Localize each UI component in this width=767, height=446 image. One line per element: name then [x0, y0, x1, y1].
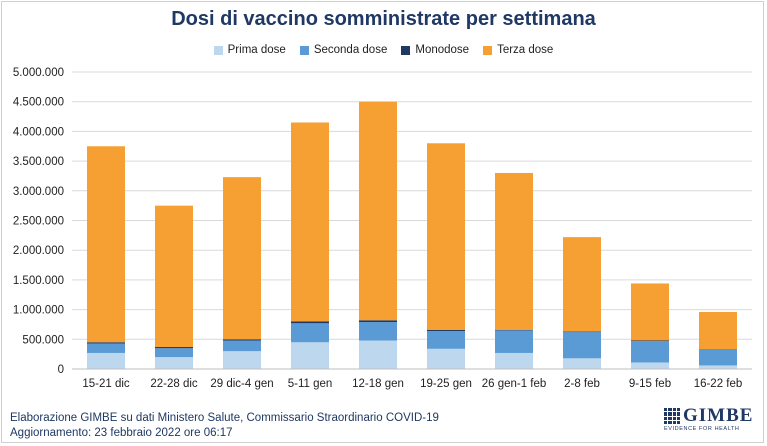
chart-title: Dosi di vaccino somministrate per settim… [171, 8, 596, 30]
legend-swatch-seconda-dose [299, 45, 309, 55]
bar-segment [699, 349, 737, 366]
y-tick-label: 3.000.000 [13, 186, 64, 198]
bar-segment [223, 351, 261, 369]
bar-segment [155, 357, 193, 369]
bar-segment [87, 352, 125, 369]
y-tick-label: 4.500.000 [13, 97, 64, 109]
bar-segment [631, 362, 669, 369]
x-tick-label: 26 gen-1 feb [482, 378, 547, 390]
legend-label-monodose: Monodose [415, 44, 470, 56]
y-tick-label: 1.500.000 [13, 275, 64, 287]
bar-segment [427, 143, 465, 330]
x-tick-label: 15-21 dic [82, 378, 130, 390]
footer-updated: Aggiornamento: 23 febbraio 2022 ore 06:1… [10, 427, 233, 439]
bar-segment [563, 358, 601, 369]
x-tick-label: 22-28 dic [150, 378, 198, 390]
bar-segment [495, 172, 533, 330]
y-tick-label: 3.500.000 [13, 156, 64, 168]
bar-segment [359, 101, 397, 321]
bar-segment [563, 331, 601, 333]
bar-segment [631, 341, 669, 363]
legend-swatch-monodose [401, 45, 411, 55]
logo-tagline: EVIDENCE FOR HEALTH [664, 426, 740, 432]
x-tick-label: 2-8 feb [564, 378, 600, 390]
legend-item-terza-dose: Terza dose [483, 44, 553, 56]
logo-grid-icon [664, 408, 680, 424]
bar-segment [563, 237, 601, 332]
bar-segment [87, 342, 125, 344]
bar-segment [291, 321, 329, 324]
bar-segment [631, 340, 669, 342]
bar-segment [699, 365, 737, 369]
bar-segment [291, 122, 329, 322]
legend-swatch-prima-dose [213, 45, 223, 55]
bar-segment [427, 348, 465, 369]
bar-segment [223, 339, 261, 341]
chart-legend: Prima dose Seconda dose Monodose Terza d… [0, 44, 767, 56]
footer: Elaborazione GIMBE su dati Ministero Sal… [10, 411, 439, 441]
x-tick-label: 9-15 feb [629, 378, 671, 390]
bar-segment [495, 329, 533, 331]
y-tick-label: 2.500.000 [13, 216, 64, 228]
logo-name: GIMBE [683, 405, 754, 426]
bar-segment [155, 205, 193, 348]
legend-swatch-terza-dose [483, 45, 493, 55]
x-tick-label: 5-11 gen [288, 378, 333, 390]
bar-segment [87, 343, 125, 353]
bar-segment [631, 283, 669, 341]
x-tick-label: 16-22 feb [694, 378, 743, 390]
legend-item-monodose: Monodose [401, 44, 469, 56]
y-tick-label: 5.000.000 [13, 67, 64, 79]
bar-segment [291, 323, 329, 343]
bar-segment [223, 340, 261, 352]
legend-label-terza-dose: Terza dose [497, 44, 554, 56]
bar-segment [495, 352, 533, 369]
y-tick-label: 1.000.000 [13, 305, 64, 317]
bar-segment [359, 320, 397, 323]
x-tick-label: 19-25 gen [420, 378, 472, 390]
logo-wordmark: GIMBE [664, 405, 756, 427]
bar-segment [87, 146, 125, 343]
gimbe-logo: GIMBE EVIDENCE FOR HEALTH [664, 405, 756, 432]
bar-segment [427, 330, 465, 349]
x-tick-label: 12-18 gen [352, 378, 404, 390]
bar-segment [427, 329, 465, 331]
bar-segment [495, 330, 533, 353]
footer-source: Elaborazione GIMBE su dati Ministero Sal… [10, 412, 439, 424]
y-tick-label: 2.000.000 [13, 245, 64, 257]
legend-label-prima-dose: Prima dose [227, 44, 286, 56]
legend-item-seconda-dose: Seconda dose [299, 44, 388, 56]
y-tick-label: 0 [58, 364, 64, 376]
y-tick-label: 500.000 [22, 334, 64, 346]
legend-label-seconda-dose: Seconda dose [313, 44, 388, 56]
bar-segment [359, 340, 397, 369]
bar-segment [359, 322, 397, 341]
bar-segment [291, 342, 329, 369]
x-tick-label: 29 dic-4 gen [210, 378, 273, 390]
bar-segment [155, 347, 193, 349]
bar-segment [155, 348, 193, 358]
bar-segment [223, 177, 261, 340]
bar-segment [563, 332, 601, 359]
y-tick-label: 4.000.000 [13, 126, 64, 138]
bar-segment [699, 311, 737, 350]
legend-item-prima-dose: Prima dose [213, 44, 286, 56]
